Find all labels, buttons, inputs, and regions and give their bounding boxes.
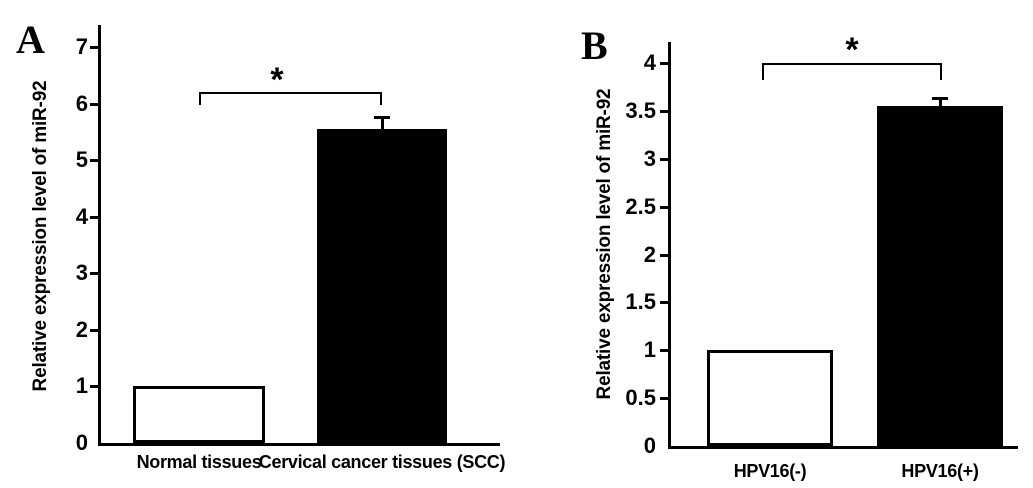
y-tick-b <box>660 206 668 209</box>
bar-hpv16 <box>707 350 833 446</box>
significance-bracket-left-a <box>199 92 201 105</box>
y-tick-label-a: 0 <box>75 430 88 455</box>
significance-asterisk-b: * <box>845 31 859 69</box>
y-tick-b <box>660 62 668 65</box>
error-bar-cap-cervical-cancer-tissues-scc <box>374 116 390 119</box>
y-axis-line-b <box>668 42 671 449</box>
y-tick-label-b: 2.5 <box>625 194 656 219</box>
y-tick-b <box>660 254 668 257</box>
significance-bracket-left-b <box>762 63 764 80</box>
error-bar-cap-hpv16 <box>932 97 948 100</box>
error-bar-stem-hpv16 <box>939 98 942 106</box>
y-tick-label-a: 5 <box>75 147 88 172</box>
y-tick-a <box>90 103 98 106</box>
x-category-label-hpv16: HPV16(+) <box>901 461 979 481</box>
y-tick-label-b: 2 <box>643 242 656 267</box>
y-tick-b <box>660 349 668 352</box>
significance-bracket-right-a <box>380 92 382 105</box>
x-axis-line-b <box>668 446 1018 449</box>
y-tick-label-b: 3.5 <box>625 98 656 123</box>
y-tick-label-a: 2 <box>75 317 88 342</box>
y-tick-label-a: 3 <box>75 260 88 285</box>
significance-asterisk-a: * <box>270 61 284 99</box>
panel-label-b: B <box>581 23 608 68</box>
y-tick-label-b: 1.5 <box>625 289 656 314</box>
panel-label-a: A <box>16 17 45 62</box>
y-tick-label-a: 1 <box>75 373 88 398</box>
y-tick-a <box>90 385 98 388</box>
y-tick-a <box>90 272 98 275</box>
y-tick-a <box>90 46 98 49</box>
y-tick-b <box>660 397 668 400</box>
y-tick-a <box>90 159 98 162</box>
y-tick-label-b: 1 <box>643 337 656 362</box>
bar-cervical-cancer-tissues-scc <box>317 129 447 443</box>
x-category-label-cervical-cancer-tissues-scc: Cervical cancer tissues (SCC) <box>258 452 506 472</box>
x-axis-line-a <box>98 443 500 446</box>
y-tick-b <box>660 158 668 161</box>
error-bar-stem-cervical-cancer-tissues-scc <box>381 117 384 129</box>
y-tick-b <box>660 110 668 113</box>
y-tick-label-b: 3 <box>643 146 656 171</box>
bar-normal-tissues <box>133 386 265 443</box>
y-tick-label-b: 0 <box>643 433 656 458</box>
y-tick-label-a: 6 <box>75 91 88 116</box>
y-tick-label-b: 0.5 <box>625 385 656 410</box>
x-category-label-hpv16: HPV16(-) <box>733 461 807 481</box>
significance-bracket-right-b <box>940 63 942 80</box>
y-axis-line-a <box>98 25 101 446</box>
significance-bracket-top-b <box>762 63 942 65</box>
significance-bracket-top-a <box>199 92 382 94</box>
y-tick-a <box>90 329 98 332</box>
y-tick-a <box>90 216 98 219</box>
y-tick-label-a: 4 <box>75 204 88 229</box>
x-category-label-normal-tissues: Normal tissues <box>136 452 262 472</box>
bar-hpv16 <box>877 106 1003 446</box>
y-tick-b <box>660 301 668 304</box>
y-tick-label-b: 4 <box>643 50 656 75</box>
y-tick-label-a: 7 <box>75 34 88 59</box>
